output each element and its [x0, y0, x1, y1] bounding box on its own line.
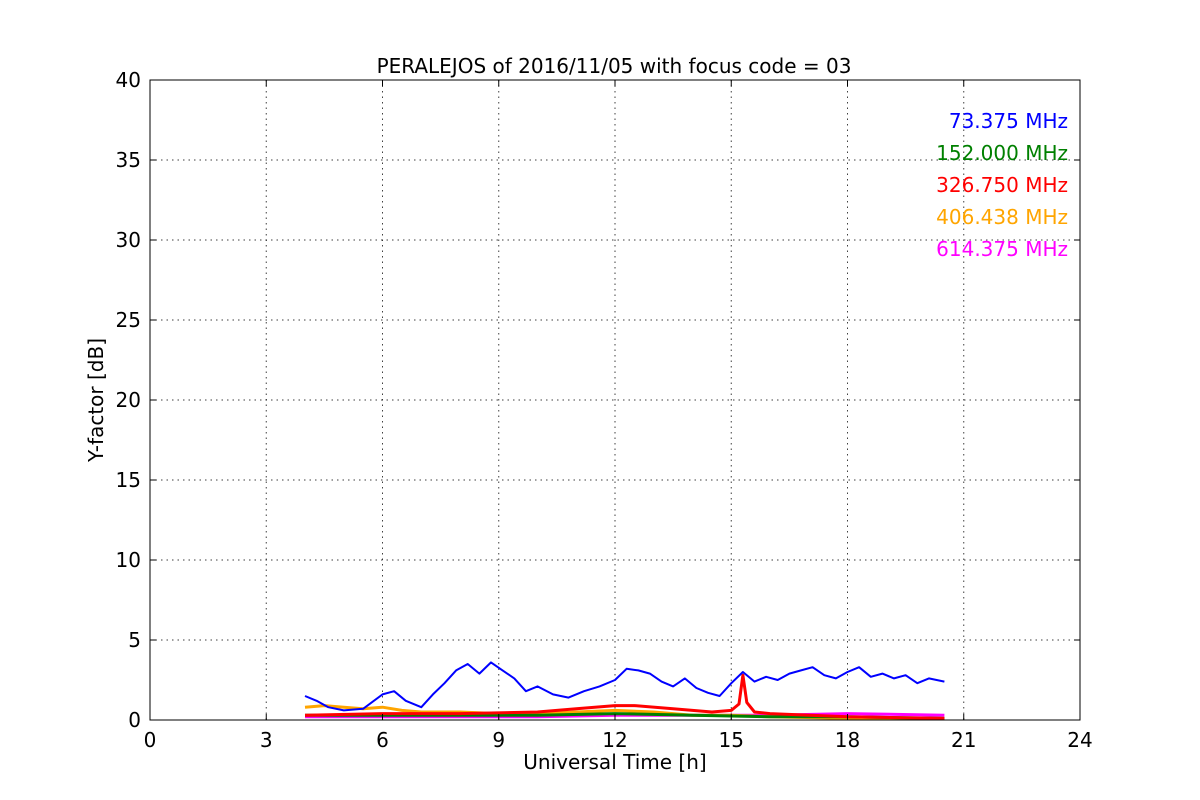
grid-lines [150, 80, 1080, 720]
y-tick-label: 35 [116, 148, 141, 172]
x-tick-label: 6 [376, 728, 389, 752]
x-tick-label: 9 [492, 728, 505, 752]
legend-entry-4: 614.375 MHz [936, 237, 1068, 261]
y-axis-label: Y-factor [dB] [84, 338, 108, 463]
legend-entry-3: 406.438 MHz [936, 205, 1068, 229]
x-axis-ticks: 0 3 6 9 12 15 18 21 24 [144, 80, 1093, 752]
legend-entry-1: 152.000 MHz [936, 141, 1068, 165]
chart-title: PERALEJOS of 2016/11/05 with focus code … [377, 54, 852, 78]
y-tick-label: 15 [116, 468, 141, 492]
x-tick-label: 15 [719, 728, 744, 752]
series-line-0 [304, 661, 945, 712]
y-tick-label: 30 [116, 228, 141, 252]
legend: 73.375 MHz 152.000 MHz 326.750 MHz 406.438 … [936, 109, 1068, 261]
legend-entry-0: 73.375 MHz [949, 109, 1068, 133]
y-tick-label: 0 [128, 708, 141, 732]
y-tick-label: 10 [116, 548, 141, 572]
x-tick-label: 0 [144, 728, 157, 752]
legend-entry-2: 326.750 MHz [936, 173, 1068, 197]
series-line-2 [304, 673, 945, 720]
x-axis-label: Universal Time [h] [523, 750, 706, 774]
series-lines [304, 661, 945, 720]
x-tick-label: 12 [602, 728, 627, 752]
y-tick-label: 20 [116, 388, 141, 412]
y-tick-label: 40 [116, 68, 141, 92]
x-tick-label: 24 [1067, 728, 1092, 752]
x-tick-label: 18 [835, 728, 860, 752]
y-tick-label: 5 [128, 628, 141, 652]
x-tick-label: 21 [951, 728, 976, 752]
x-tick-label: 3 [260, 728, 273, 752]
y-tick-label: 25 [116, 308, 141, 332]
y-axis-ticks: 0 5 10 15 20 25 30 35 40 [116, 68, 1080, 732]
